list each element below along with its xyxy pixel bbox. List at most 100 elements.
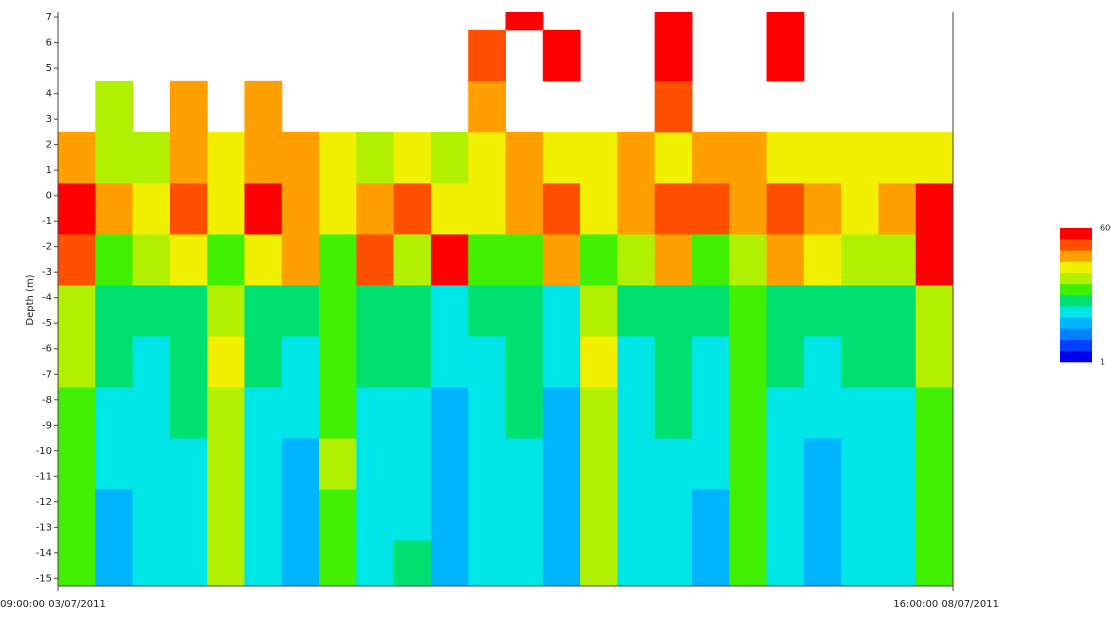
heatmap-cell [356, 540, 394, 586]
y-tick-label: -9 [42, 420, 52, 431]
heatmap-cell [655, 285, 693, 337]
heatmap-cell [655, 234, 693, 286]
y-tick-label: -15 [36, 573, 52, 584]
heatmap-cell [580, 387, 618, 439]
colorbar-swatch [1060, 250, 1092, 261]
heatmap-cell [95, 183, 133, 235]
heatmap-cell [841, 540, 879, 586]
heatmap-cell [133, 336, 171, 388]
heatmap-cell [58, 183, 96, 235]
y-tick-label: -1 [42, 216, 52, 227]
heatmap-cell [543, 540, 581, 586]
heatmap-cell [468, 183, 506, 235]
heatmap-cell [916, 438, 954, 490]
heatmap-cell [841, 489, 879, 541]
y-tick-label: -10 [36, 446, 52, 457]
heatmap-cell [543, 285, 581, 337]
heatmap-cell [394, 183, 432, 235]
heatmap-cell [58, 387, 96, 439]
heatmap-cell [878, 234, 916, 286]
heatmap-cell [841, 438, 879, 490]
heatmap-cell [282, 489, 320, 541]
heatmap-cell [655, 12, 693, 30]
heatmap-cell [655, 438, 693, 490]
heatmap-cell [133, 234, 171, 286]
heatmap-cell [543, 336, 581, 388]
heatmap-cell [543, 30, 581, 82]
heatmap-cell [804, 489, 842, 541]
heatmap-cell [207, 336, 245, 388]
heatmap-cell [319, 387, 357, 439]
heatmap-cell [729, 489, 767, 541]
heatmap-cell [916, 285, 954, 337]
heatmap-cell [916, 387, 954, 439]
y-tick-label: -14 [36, 548, 52, 559]
heatmap-cell [394, 438, 432, 490]
heatmap-cell [692, 387, 730, 439]
heatmap-cell [878, 438, 916, 490]
heatmap-cell [916, 132, 954, 184]
heatmap-cell [207, 285, 245, 337]
heatmap-cell [58, 438, 96, 490]
heatmap-cell [356, 438, 394, 490]
y-tick-label: 3 [46, 114, 52, 125]
heatmap-cell [244, 132, 282, 184]
heatmap-cell [506, 12, 544, 30]
heatmap-cell [58, 540, 96, 586]
heatmap-cell [95, 540, 133, 586]
heatmap-cell [170, 387, 208, 439]
heatmap-cell [804, 438, 842, 490]
heatmap-cell [207, 183, 245, 235]
colorbar-swatch [1060, 228, 1092, 239]
heatmap-cell [729, 183, 767, 235]
heatmap-cell [580, 336, 618, 388]
heatmap-cell [692, 336, 730, 388]
heatmap-cell [878, 540, 916, 586]
heatmap-cell [133, 285, 171, 337]
heatmap-cell [394, 234, 432, 286]
heatmap-cell [431, 336, 469, 388]
heatmap-cell [170, 183, 208, 235]
heatmap-cell [543, 489, 581, 541]
heatmap-cell [692, 438, 730, 490]
heatmap-cell [804, 132, 842, 184]
heatmap-cell [244, 183, 282, 235]
heatmap-cell [543, 183, 581, 235]
y-tick-label: -8 [42, 395, 52, 406]
heatmap-cell [878, 183, 916, 235]
heatmap-cell [916, 234, 954, 286]
heatmap-cell [394, 387, 432, 439]
heatmap-cell [804, 540, 842, 586]
y-tick-label: 4 [46, 89, 52, 100]
heatmap-cell [170, 81, 208, 133]
heatmap-cell [356, 489, 394, 541]
heatmap-cell [95, 438, 133, 490]
y-tick-label: 6 [46, 38, 52, 49]
heatmap-cell [692, 489, 730, 541]
x-tick-label: 09:00:00 03/07/2011 [0, 599, 106, 610]
heatmap-cell [244, 489, 282, 541]
heatmap-cell [916, 336, 954, 388]
heatmap-cell [506, 387, 544, 439]
heatmap-cell [767, 234, 805, 286]
heatmap-cell [58, 336, 96, 388]
heatmap-cell [244, 336, 282, 388]
heatmap-cell [916, 489, 954, 541]
heatmap-cell [207, 234, 245, 286]
heatmap-cell [170, 489, 208, 541]
heatmap-cell [729, 234, 767, 286]
heatmap-cell [431, 234, 469, 286]
heatmap-cell [655, 30, 693, 82]
heatmap-cell [804, 183, 842, 235]
heatmap-cell [431, 540, 469, 586]
heatmap-cell [878, 489, 916, 541]
heatmap-cell [207, 540, 245, 586]
colorbar-swatch [1060, 295, 1092, 306]
heatmap-cell [468, 30, 506, 82]
heatmap-cell [804, 234, 842, 286]
y-tick-label: -3 [42, 267, 52, 278]
heatmap-cell [356, 285, 394, 337]
heatmap-cell [580, 132, 618, 184]
heatmap-cell [767, 132, 805, 184]
heatmap-cell [394, 540, 432, 586]
